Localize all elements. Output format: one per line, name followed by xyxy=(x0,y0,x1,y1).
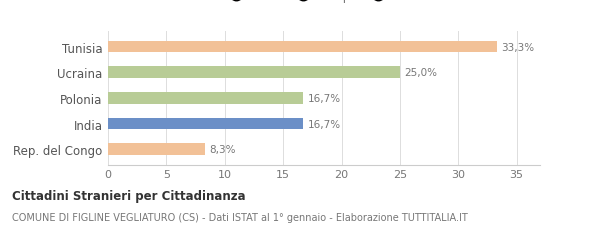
Bar xyxy=(108,118,303,130)
Text: Cittadini Stranieri per Cittadinanza: Cittadini Stranieri per Cittadinanza xyxy=(12,189,245,202)
Text: 16,7%: 16,7% xyxy=(308,93,341,104)
Text: 33,3%: 33,3% xyxy=(502,42,535,52)
Bar xyxy=(108,67,400,79)
Bar xyxy=(108,42,497,53)
Legend: Africa, Europa, Asia: Africa, Europa, Asia xyxy=(229,0,419,5)
Text: COMUNE DI FIGLINE VEGLIATURO (CS) - Dati ISTAT al 1° gennaio - Elaborazione TUTT: COMUNE DI FIGLINE VEGLIATURO (CS) - Dati… xyxy=(12,212,468,222)
Text: 16,7%: 16,7% xyxy=(308,119,341,129)
Bar xyxy=(108,93,303,104)
Text: 25,0%: 25,0% xyxy=(404,68,437,78)
Bar xyxy=(108,144,205,155)
Text: 8,3%: 8,3% xyxy=(209,144,236,155)
